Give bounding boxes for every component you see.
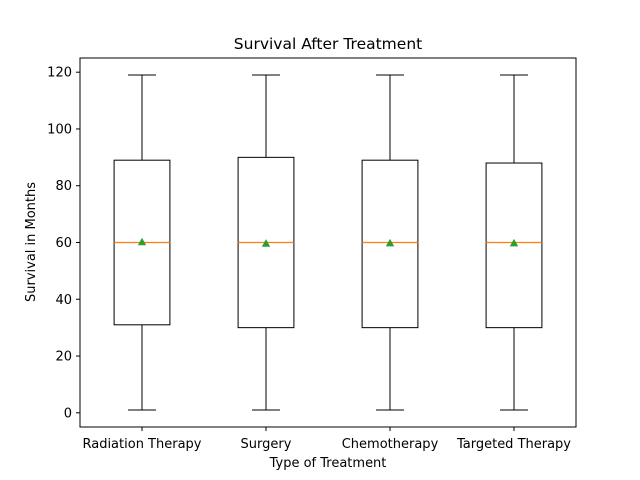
x-tick-label: Targeted Therapy bbox=[456, 437, 571, 452]
x-tick-label: Surgery bbox=[241, 437, 292, 452]
y-tick-label: 40 bbox=[55, 293, 72, 308]
iqr-box bbox=[361, 159, 419, 329]
mean-marker bbox=[137, 237, 147, 246]
y-tick-label: 120 bbox=[47, 66, 72, 81]
x-axis-label: Type of Treatment bbox=[269, 456, 387, 471]
mean-marker bbox=[509, 238, 519, 247]
y-tick-label: 80 bbox=[55, 179, 72, 194]
y-axis-label: Survival in Months bbox=[24, 182, 39, 302]
y-tick-label: 100 bbox=[47, 122, 72, 137]
box-group bbox=[485, 74, 543, 411]
y-tick-label: 60 bbox=[55, 236, 72, 251]
y-tick-label: 0 bbox=[64, 406, 72, 421]
mean-marker bbox=[385, 238, 395, 247]
box-group bbox=[237, 74, 295, 411]
y-tick-label: 20 bbox=[55, 350, 72, 365]
box-group bbox=[113, 74, 171, 411]
y-axis: 0 20 40 60 80 100 120 bbox=[47, 66, 80, 421]
x-axis: Radiation Therapy Surgery Chemotherapy Targ… bbox=[82, 427, 571, 452]
plot-frame bbox=[79, 57, 577, 428]
x-tick-label: Radiation Therapy bbox=[82, 437, 201, 452]
mean-marker bbox=[261, 239, 271, 247]
chart-title: Survival After Treatment bbox=[234, 35, 422, 53]
iqr-box bbox=[485, 162, 543, 329]
box-group bbox=[361, 74, 419, 411]
plot-area bbox=[113, 74, 543, 411]
x-tick-label: Chemotherapy bbox=[342, 437, 439, 452]
